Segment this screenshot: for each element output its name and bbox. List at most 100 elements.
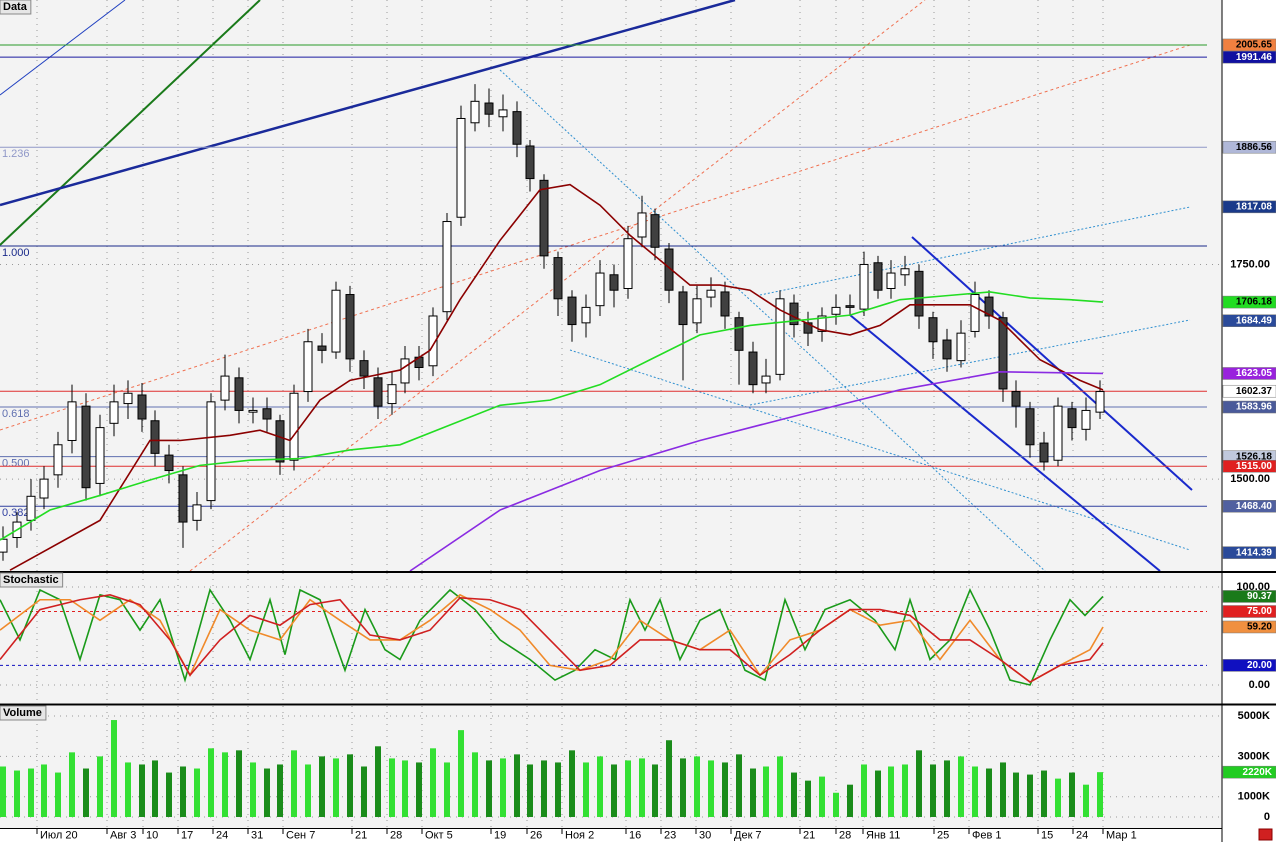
x-tick-label: 23 xyxy=(664,829,676,841)
candle-body xyxy=(831,306,841,315)
candle-body xyxy=(67,401,77,441)
price-tag xyxy=(1222,140,1276,154)
candle-body xyxy=(95,427,105,484)
price-tag xyxy=(1222,367,1276,380)
y-tick-label: 3000K xyxy=(1238,750,1270,762)
level-label: 1.236 xyxy=(2,148,30,160)
candle-body xyxy=(845,305,855,308)
price-tag-label: 1991.46 xyxy=(1236,52,1273,63)
price-tag xyxy=(1222,500,1276,513)
trend-line xyxy=(0,44,1191,431)
y-tick-label: 100.00 xyxy=(1236,581,1270,593)
volume-bar xyxy=(1083,784,1089,817)
candle-body xyxy=(623,238,633,290)
volume-bar xyxy=(291,750,297,817)
volume-bar xyxy=(389,758,395,817)
trend-line xyxy=(849,314,1161,571)
price-tag-label: 1468.40 xyxy=(1236,501,1273,512)
candle-body xyxy=(914,270,924,317)
volume-bar xyxy=(1041,770,1047,817)
candle-body xyxy=(470,100,480,124)
candle-body xyxy=(150,420,160,454)
candle-body xyxy=(692,298,702,324)
candle-body xyxy=(1095,391,1105,413)
price-tag xyxy=(1222,590,1276,603)
level-label: 0.382 xyxy=(2,507,30,519)
volume-bar xyxy=(222,752,228,817)
series-line xyxy=(409,370,1104,571)
y-tick-label: 0 xyxy=(1264,811,1270,823)
x-tick-label: 19 xyxy=(494,829,506,841)
price-tag-label: 1602.37 xyxy=(1236,386,1273,397)
volume-bar xyxy=(666,740,672,817)
stochastic-plot xyxy=(0,587,1207,686)
candle-body xyxy=(178,474,188,523)
volume-bar xyxy=(944,760,950,817)
volume-bar xyxy=(750,768,756,817)
volume-bar xyxy=(97,756,103,817)
x-tick-label: Мар 1 xyxy=(1106,829,1137,841)
series-line xyxy=(0,587,1104,686)
candle-body xyxy=(998,317,1008,390)
candle-body xyxy=(900,268,910,276)
x-tick-label: 10 xyxy=(146,829,158,841)
volume-bar xyxy=(416,762,422,817)
x-tick-label: Окт 5 xyxy=(425,829,453,841)
candle-body xyxy=(220,375,230,401)
volume-bar xyxy=(569,750,575,817)
candle-body xyxy=(553,257,563,300)
candle-body xyxy=(456,117,466,218)
volume-bar xyxy=(319,756,325,817)
candle-body xyxy=(1081,409,1091,430)
candle-body xyxy=(331,289,341,353)
price-tag xyxy=(1222,459,1276,473)
volume-bar xyxy=(819,776,825,817)
candle-body xyxy=(1053,405,1063,461)
candle-body xyxy=(761,375,771,384)
volume-bar xyxy=(527,764,533,817)
volume-bar xyxy=(555,762,561,817)
candle-body xyxy=(206,401,216,502)
volume-bar xyxy=(125,762,131,817)
trend-line xyxy=(0,0,261,246)
price-tag-label: 1886.56 xyxy=(1236,142,1273,153)
price-tag xyxy=(1222,659,1276,672)
volume-bar xyxy=(972,766,978,817)
x-tick-label: 31 xyxy=(251,829,263,841)
candle-body xyxy=(0,538,8,553)
x-tick-label: 21 xyxy=(355,829,367,841)
candle-body xyxy=(970,294,980,332)
volume-bar xyxy=(250,762,256,817)
candle-body xyxy=(428,315,438,367)
volume-bar xyxy=(625,760,631,817)
volume-bar xyxy=(930,764,936,817)
trend-line xyxy=(0,0,736,207)
price-tag xyxy=(1222,400,1276,414)
candle-body xyxy=(275,420,285,463)
candle-body xyxy=(53,444,63,476)
trend-lines xyxy=(0,0,1193,571)
candle-body xyxy=(734,317,744,351)
candle-body xyxy=(942,339,952,360)
volume-bar xyxy=(833,792,839,817)
scroll-button[interactable] xyxy=(1258,828,1273,841)
price-tag-label: 1526.18 xyxy=(1236,451,1273,462)
volume-bar xyxy=(680,758,686,817)
volume-bar xyxy=(708,760,714,817)
candle-body xyxy=(817,315,827,332)
candle-body xyxy=(317,345,327,351)
x-tick-label: Янв 11 xyxy=(866,829,900,841)
stochastic-panel xyxy=(0,573,1222,703)
x-tick-label: 30 xyxy=(699,829,711,841)
trend-line xyxy=(759,206,1191,296)
volume-bar xyxy=(180,766,186,817)
volume-bar xyxy=(305,764,311,817)
panel-title: Stochastic xyxy=(3,574,59,586)
volume-bar xyxy=(236,750,242,817)
price-tag-label: 1817.08 xyxy=(1236,202,1273,213)
candle-body xyxy=(1067,408,1077,429)
price-tag-label: 20.00 xyxy=(1247,660,1272,671)
x-tick-label: Дек 7 xyxy=(734,829,762,841)
candle-body xyxy=(859,263,869,310)
candle-body xyxy=(123,392,133,405)
